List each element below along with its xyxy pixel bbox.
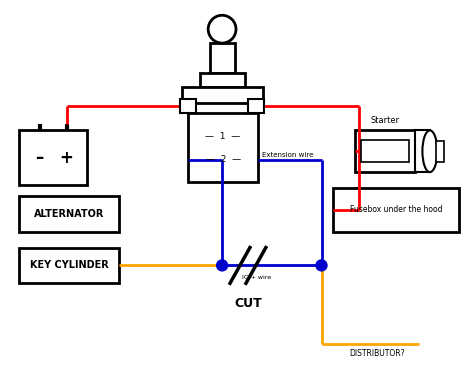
Text: ALTERNATOR: ALTERNATOR (34, 209, 104, 219)
Circle shape (316, 260, 327, 271)
Text: CUT: CUT (234, 297, 262, 310)
Bar (182, 87, 263, 103)
Text: —  2  —: — 2 — (206, 155, 241, 164)
Circle shape (217, 260, 228, 271)
Circle shape (208, 15, 236, 43)
Bar (200, 73, 245, 87)
Bar (19, 196, 118, 232)
Bar (248, 99, 264, 113)
Bar (356, 131, 415, 172)
Text: Starter: Starter (371, 116, 400, 125)
Text: Extension wire: Extension wire (262, 152, 313, 158)
Text: KEY CYLINDER: KEY CYLINDER (29, 260, 109, 270)
Bar (415, 131, 430, 172)
Bar (19, 131, 87, 185)
Text: IGI+ wire: IGI+ wire (242, 275, 271, 280)
Text: —  1  —: — 1 — (205, 132, 241, 141)
Text: +: + (60, 149, 73, 167)
Bar (188, 113, 258, 182)
Bar (19, 247, 118, 283)
Bar (180, 99, 196, 113)
Bar (210, 43, 235, 73)
Text: –: – (36, 149, 44, 167)
Bar (436, 141, 444, 162)
Ellipse shape (422, 131, 438, 172)
Text: DISTRIBUTOR?: DISTRIBUTOR? (349, 349, 405, 358)
Text: Fusebox under the hood: Fusebox under the hood (350, 205, 442, 214)
Bar (361, 140, 409, 162)
Bar (333, 188, 459, 232)
